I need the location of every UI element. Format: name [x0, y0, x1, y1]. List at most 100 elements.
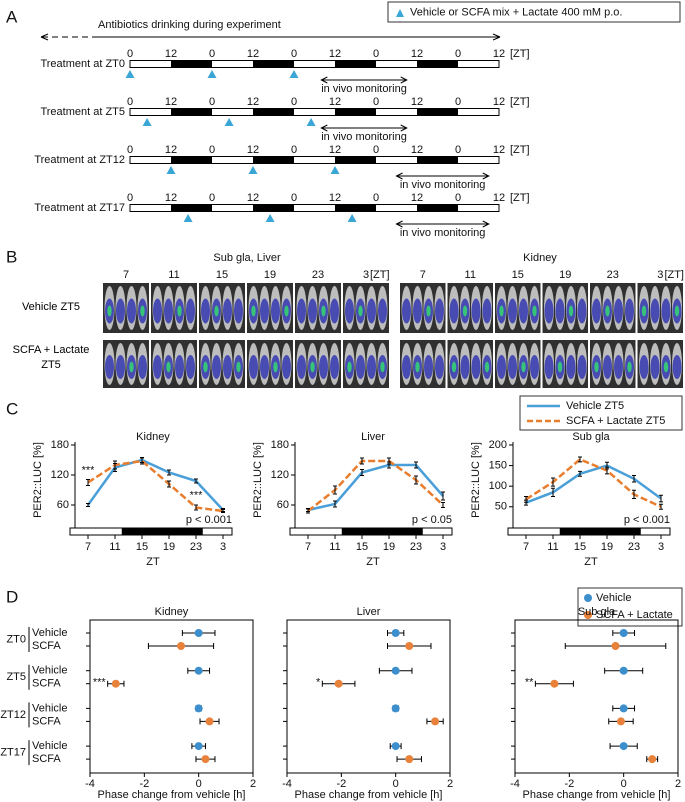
monitoring-label: in vivo monitoring	[400, 227, 486, 239]
unit-label: [ZT]	[510, 192, 530, 204]
tick-label: 12	[165, 48, 177, 60]
point	[391, 666, 400, 675]
tick-label: 12	[329, 192, 341, 204]
y-tick-label: 180	[51, 439, 69, 451]
x-tick-label: -4	[85, 778, 95, 790]
tick-label: 12	[411, 192, 423, 204]
x-tick-label: 23	[628, 541, 640, 553]
annotation: *	[316, 677, 321, 689]
legend-swatch	[584, 594, 592, 602]
signal	[164, 298, 173, 324]
signal-high	[426, 305, 431, 317]
row-label: Vehicle ZT5	[21, 301, 81, 313]
signal	[297, 298, 306, 324]
y-tick-label: 120	[51, 469, 69, 481]
dark-bar	[121, 528, 203, 535]
dark-bar	[417, 204, 458, 212]
signal-high	[203, 361, 208, 373]
tick-label: 12	[247, 144, 259, 156]
legend-text: Vehicle ZT5	[566, 400, 624, 412]
signal	[592, 298, 601, 324]
dark-bar	[335, 156, 376, 164]
monitoring-label: in vivo monitoring	[400, 179, 486, 191]
point	[611, 642, 620, 650]
series-line	[525, 464, 662, 504]
dose-marker	[166, 166, 176, 174]
tick-label: 0	[209, 144, 215, 156]
tick-label: 12	[411, 144, 423, 156]
y-tick-label: 120	[271, 469, 289, 481]
row-label: Treatment at ZT12	[34, 154, 125, 166]
x-axis-label: ZT	[366, 556, 380, 568]
series-line	[86, 458, 224, 511]
tick-label: 12	[329, 96, 341, 108]
time-label: 7	[123, 269, 129, 281]
error-bar	[441, 502, 445, 508]
signal-high	[273, 361, 278, 373]
signal	[271, 298, 280, 324]
signal	[138, 355, 147, 379]
signal-high	[251, 305, 256, 317]
signal-high	[284, 305, 289, 317]
dark-bar	[253, 108, 294, 116]
point	[334, 679, 343, 688]
dark-bar	[253, 60, 294, 68]
point	[619, 666, 628, 675]
error-bar	[86, 479, 90, 486]
error-bar	[414, 461, 418, 469]
group-label: ZT5	[6, 671, 26, 683]
x-tick-label: 15	[356, 541, 368, 553]
signal-high	[484, 361, 490, 373]
dark-bar	[417, 60, 458, 68]
signal-high	[557, 361, 563, 373]
x-tick-label: 19	[163, 541, 175, 553]
y-tick-label: 180	[271, 439, 289, 451]
row-label: Treatment at ZT5	[40, 106, 125, 118]
signal	[577, 298, 587, 324]
y-tick-label: 150	[489, 459, 507, 471]
tick-label: 0	[373, 192, 379, 204]
error-bar	[578, 470, 582, 477]
monitoring-label: in vivo monitoring	[321, 131, 407, 143]
dark-bar	[171, 108, 212, 116]
x-tick-label: 0	[621, 778, 627, 790]
row-label: SCFA + Lactate ZT5	[12, 344, 90, 371]
image-title: Kidney	[523, 252, 557, 264]
unit-label: [ZT]	[510, 144, 530, 156]
signal	[260, 355, 269, 379]
x-axis-label: Phase change from vehicle [h]	[98, 789, 246, 801]
signal	[186, 355, 195, 379]
tick-label: 12	[411, 96, 423, 108]
series-line	[525, 457, 662, 508]
error-bar	[333, 485, 337, 495]
signal-high	[663, 361, 669, 373]
x-tick-label: 7	[85, 541, 91, 553]
panel-label: B	[6, 247, 17, 266]
signal-high	[347, 361, 352, 373]
tick-label: 12	[165, 96, 177, 108]
error-bar	[551, 487, 555, 497]
tick-label: 0	[455, 144, 461, 156]
error-bar	[632, 489, 636, 500]
dose-marker	[347, 214, 357, 222]
annotation: ***	[93, 677, 107, 689]
signal	[330, 355, 339, 379]
signal-high	[451, 361, 457, 373]
monitoring-label: in vivo monitoring	[321, 83, 407, 95]
panel-label: C	[6, 399, 18, 418]
tick-label: 12	[247, 192, 259, 204]
tick-label: 12	[493, 192, 505, 204]
dose-marker	[207, 70, 217, 78]
row-label: SCFA	[32, 753, 61, 765]
y-axis-label: PER2::LUC [%]	[32, 442, 44, 518]
dose-marker	[142, 118, 152, 126]
error-bar	[414, 475, 418, 485]
unit-label: [ZT]	[510, 48, 530, 60]
legend-text: Vehicle or SCFA mix + Lactate 400 mM p.o…	[410, 6, 622, 18]
x-tick-label: 15	[136, 541, 148, 553]
light-bar	[129, 204, 500, 212]
x-tick-label: 2	[447, 778, 453, 790]
panel-label: A	[6, 7, 18, 26]
